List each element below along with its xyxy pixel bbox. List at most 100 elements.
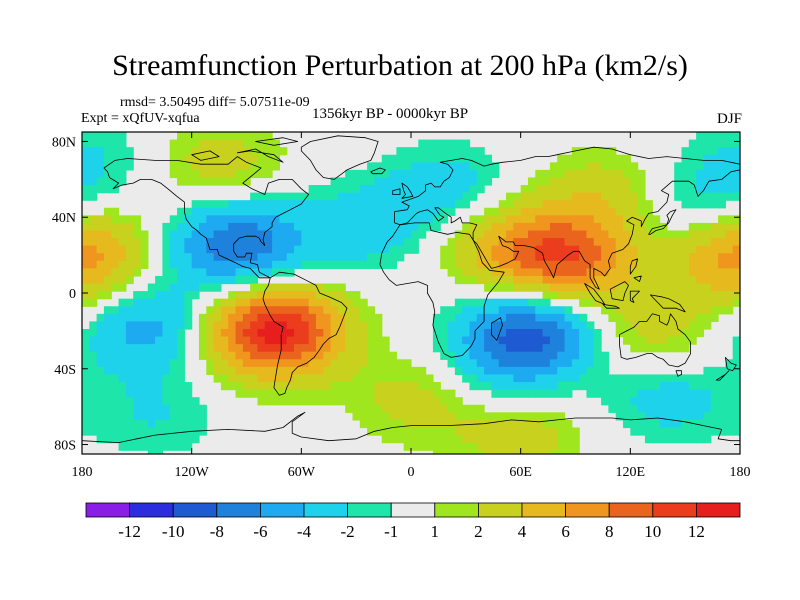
field-cell bbox=[696, 298, 705, 307]
field-cell bbox=[403, 389, 412, 398]
field-cell bbox=[242, 162, 251, 171]
field-cell bbox=[527, 215, 536, 224]
field-cell bbox=[162, 260, 171, 269]
field-cell bbox=[191, 435, 200, 444]
field-cell bbox=[637, 298, 646, 307]
field-cell bbox=[206, 351, 215, 360]
field-cell bbox=[579, 382, 588, 391]
field-cell bbox=[447, 442, 456, 451]
field-cell bbox=[469, 321, 478, 330]
field-cell bbox=[623, 306, 631, 315]
field-cell bbox=[374, 427, 383, 436]
field-cell bbox=[498, 215, 507, 224]
field-cell bbox=[498, 230, 507, 239]
field-cell bbox=[301, 336, 310, 345]
field-cell bbox=[389, 200, 397, 209]
field-cell bbox=[593, 245, 602, 254]
field-cell bbox=[198, 268, 207, 277]
x-tick-label: 180 bbox=[730, 465, 751, 480]
field-cell bbox=[549, 215, 558, 224]
field-cell bbox=[89, 389, 98, 398]
field-cell bbox=[513, 359, 522, 368]
field-cell bbox=[177, 162, 185, 171]
field-cell bbox=[535, 283, 544, 292]
field-cell bbox=[520, 366, 529, 376]
field-cell bbox=[498, 450, 507, 454]
field-cell bbox=[220, 154, 229, 163]
colorbar-label: -4 bbox=[297, 522, 312, 541]
field-cell bbox=[484, 222, 493, 232]
field-cell bbox=[411, 245, 419, 254]
field-cell bbox=[374, 162, 383, 171]
field-cell bbox=[82, 382, 90, 391]
field-cell bbox=[630, 192, 639, 201]
field-cell bbox=[659, 253, 668, 262]
field-cell bbox=[637, 200, 646, 209]
field-cell bbox=[389, 207, 397, 216]
field-cell bbox=[111, 230, 120, 239]
field-cell bbox=[549, 222, 558, 232]
field-cell bbox=[564, 344, 573, 353]
field-cell bbox=[89, 169, 98, 179]
field-cell bbox=[191, 169, 200, 179]
field-cell bbox=[718, 397, 726, 406]
field-cell bbox=[462, 328, 471, 338]
field-cell bbox=[279, 374, 288, 383]
field-cell bbox=[710, 169, 719, 179]
field-cell bbox=[696, 177, 705, 186]
field-cell bbox=[198, 344, 207, 353]
field-cell bbox=[527, 230, 536, 239]
field-cell bbox=[432, 435, 441, 444]
field-cell bbox=[315, 313, 324, 323]
field-cell bbox=[308, 382, 317, 391]
field-cell bbox=[688, 412, 697, 421]
field-cell bbox=[732, 154, 740, 163]
field-cell bbox=[681, 374, 690, 383]
field-cell bbox=[527, 238, 536, 247]
field-cell bbox=[681, 291, 690, 300]
field-cell bbox=[527, 298, 536, 307]
field-cell bbox=[118, 147, 127, 156]
field-cell bbox=[520, 185, 529, 194]
field-cell bbox=[454, 359, 463, 368]
field-cell bbox=[323, 351, 332, 360]
field-cell bbox=[630, 328, 639, 338]
field-cell bbox=[352, 359, 361, 368]
field-cell bbox=[286, 260, 295, 269]
field-cell bbox=[425, 192, 434, 201]
field-cell bbox=[396, 177, 405, 186]
field-cell bbox=[630, 404, 639, 413]
field-cell bbox=[527, 207, 536, 216]
field-cell bbox=[213, 230, 222, 239]
field-cell bbox=[535, 222, 544, 232]
field-cell bbox=[374, 321, 383, 330]
field-cell bbox=[644, 328, 653, 338]
field-cell bbox=[520, 442, 529, 451]
field-cell bbox=[491, 336, 500, 345]
field-cell bbox=[454, 427, 463, 436]
field-cell bbox=[425, 427, 434, 436]
field-cell bbox=[235, 382, 244, 391]
field-cell bbox=[198, 283, 207, 292]
field-cell bbox=[396, 200, 405, 209]
field-cell bbox=[732, 412, 740, 421]
field-cell bbox=[696, 389, 705, 398]
field-cell bbox=[367, 404, 376, 413]
field-cell bbox=[469, 427, 478, 436]
field-cell bbox=[623, 321, 631, 330]
field-cell bbox=[374, 222, 383, 232]
field-cell bbox=[484, 328, 493, 338]
field-cell bbox=[710, 230, 719, 239]
field-cell bbox=[250, 192, 259, 201]
field-cell bbox=[315, 306, 324, 315]
field-cell bbox=[411, 154, 419, 163]
field-cell bbox=[688, 427, 697, 436]
coastlines bbox=[82, 135, 740, 443]
field-cell bbox=[286, 313, 295, 323]
field-cell bbox=[301, 389, 310, 398]
field-cell bbox=[491, 321, 500, 330]
field-cell bbox=[228, 154, 237, 163]
field-cell bbox=[608, 313, 617, 323]
field-cell bbox=[718, 238, 726, 247]
field-cell bbox=[118, 442, 127, 451]
